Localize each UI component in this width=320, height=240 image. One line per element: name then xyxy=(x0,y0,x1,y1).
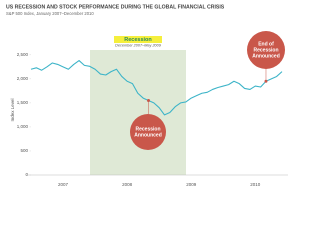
y-tick-label: 1,000 xyxy=(17,124,29,129)
annotation-bubble xyxy=(247,31,285,69)
y-tick-label: 0 xyxy=(25,172,28,177)
annotation-text: End of xyxy=(258,41,274,47)
annotation-text: Announced xyxy=(134,132,162,138)
chart-title: US RECESSION AND STOCK PERFORMANCE DURIN… xyxy=(6,4,225,10)
recession-dates: December 2007–May 2009 xyxy=(115,44,162,48)
y-tick-label: 500 xyxy=(20,148,28,153)
annotation-point xyxy=(264,79,268,83)
y-tick-label: 2,500 xyxy=(17,52,29,57)
annotation-text: Recession xyxy=(135,126,160,132)
chart: US RECESSION AND STOCK PERFORMANCE DURIN… xyxy=(6,4,288,187)
recession-label: Recession xyxy=(124,37,152,43)
y-axis-label: Index Level xyxy=(10,98,15,121)
y-tick-label: 2,000 xyxy=(17,76,29,81)
annotation-bubble xyxy=(130,114,166,150)
annotation-point xyxy=(146,98,150,102)
recession-highlight xyxy=(114,36,162,43)
annotation-text: Announced xyxy=(252,53,280,59)
chart-subtitle: S&P 500 Index, January 2007–December 201… xyxy=(6,11,94,16)
x-tick-label: 2008 xyxy=(122,182,133,187)
x-tick-label: 2007 xyxy=(58,182,69,187)
x-tick-label: 2010 xyxy=(250,182,261,187)
annotation-text: Recession xyxy=(253,47,278,53)
recession-shade xyxy=(90,50,186,175)
x-tick-label: 2009 xyxy=(186,182,197,187)
y-tick-label: 1,500 xyxy=(17,100,29,105)
series-line xyxy=(30,60,283,116)
